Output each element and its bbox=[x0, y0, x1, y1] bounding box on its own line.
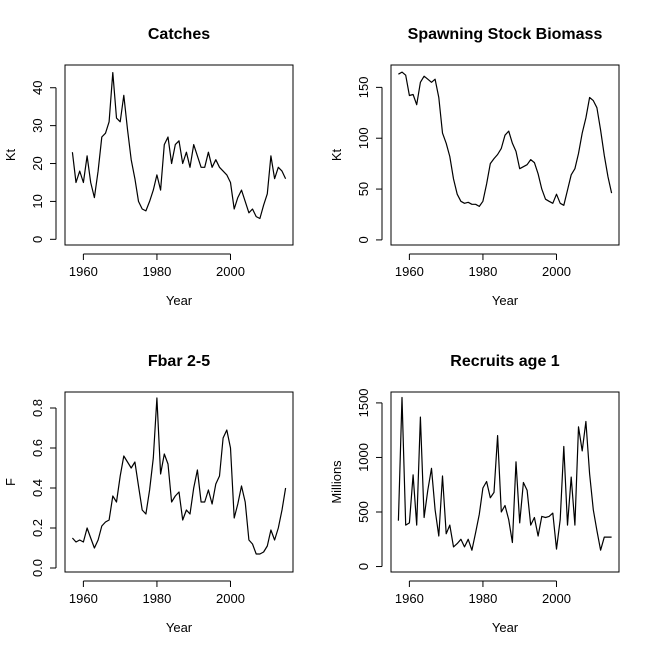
y-tick-label: 30 bbox=[30, 118, 45, 132]
y-tick-label: 0.4 bbox=[30, 479, 45, 497]
x-axis-label: Year bbox=[166, 293, 193, 308]
x-tick-label: 1960 bbox=[395, 264, 424, 279]
x-tick-label: 2000 bbox=[216, 264, 245, 279]
x-tick-label: 2000 bbox=[542, 591, 571, 606]
x-tick-label: 1960 bbox=[69, 264, 98, 279]
series-line bbox=[71, 397, 287, 555]
chart-title: Spawning Stock Biomass bbox=[408, 26, 603, 43]
y-tick-label: 0.8 bbox=[30, 399, 45, 417]
panel-recruits-age-1: Recruits age 1 1960 1980 2000 Year 0 500 1000 15… bbox=[329, 353, 620, 635]
y-tick-label: 20 bbox=[30, 156, 45, 170]
y-tick-label: 1000 bbox=[356, 443, 371, 472]
x-tick-label: 2000 bbox=[216, 591, 245, 606]
y-tick-label: 40 bbox=[30, 81, 45, 95]
x-tick-label: 1980 bbox=[142, 264, 171, 279]
x-tick-label: 1980 bbox=[468, 264, 497, 279]
y-tick-label: 100 bbox=[356, 127, 371, 149]
panel-spawning-stock-biomass: Spawning Stock Biomass 1960 1980 2000 Year 0 5… bbox=[329, 26, 620, 308]
y-tick-label: 50 bbox=[356, 182, 371, 196]
panel-catches: Catches 1960 1980 2000 Year 0 10 20 30 40 Kt bbox=[3, 26, 294, 308]
y-tick-label: 0 bbox=[356, 236, 371, 243]
y-axis-label: Kt bbox=[329, 148, 344, 161]
x-axis-label: Year bbox=[166, 620, 193, 635]
x-axis-label: Year bbox=[492, 293, 519, 308]
x-tick-label: 1960 bbox=[395, 591, 424, 606]
y-axis-label: F bbox=[3, 478, 18, 486]
y-tick-label: 10 bbox=[30, 194, 45, 208]
plot-frame bbox=[390, 64, 620, 246]
x-tick-label: 1980 bbox=[142, 591, 171, 606]
x-tick-label: 1980 bbox=[468, 591, 497, 606]
x-tick-label: 1960 bbox=[69, 591, 98, 606]
y-tick-label: 150 bbox=[356, 77, 371, 99]
y-axis-label: Millions bbox=[329, 460, 344, 504]
plot-frame bbox=[64, 64, 294, 246]
y-tick-label: 0.2 bbox=[30, 519, 45, 537]
y-tick-label: 0 bbox=[356, 563, 371, 570]
plot-frame bbox=[390, 391, 620, 573]
y-tick-label: 500 bbox=[356, 501, 371, 523]
y-tick-label: 0.6 bbox=[30, 439, 45, 457]
y-tick-label: 1500 bbox=[356, 388, 371, 417]
x-tick-label: 2000 bbox=[542, 264, 571, 279]
chart-title: Catches bbox=[148, 26, 210, 43]
y-axis-label: Kt bbox=[3, 148, 18, 161]
chart-title: Fbar 2-5 bbox=[148, 353, 210, 370]
x-axis-label: Year bbox=[492, 620, 519, 635]
y-tick-label: 0 bbox=[30, 236, 45, 243]
series-line bbox=[398, 71, 613, 207]
chart-title: Recruits age 1 bbox=[450, 353, 559, 370]
y-tick-label: 0.0 bbox=[30, 559, 45, 577]
series-line bbox=[397, 396, 612, 551]
series-line bbox=[71, 71, 287, 220]
plot-frame bbox=[64, 391, 294, 573]
panel-fbar-2-5: Fbar 2-5 1960 1980 2000 Year 0.0 0.2 0.4 0.6 0.8 F bbox=[3, 353, 294, 635]
